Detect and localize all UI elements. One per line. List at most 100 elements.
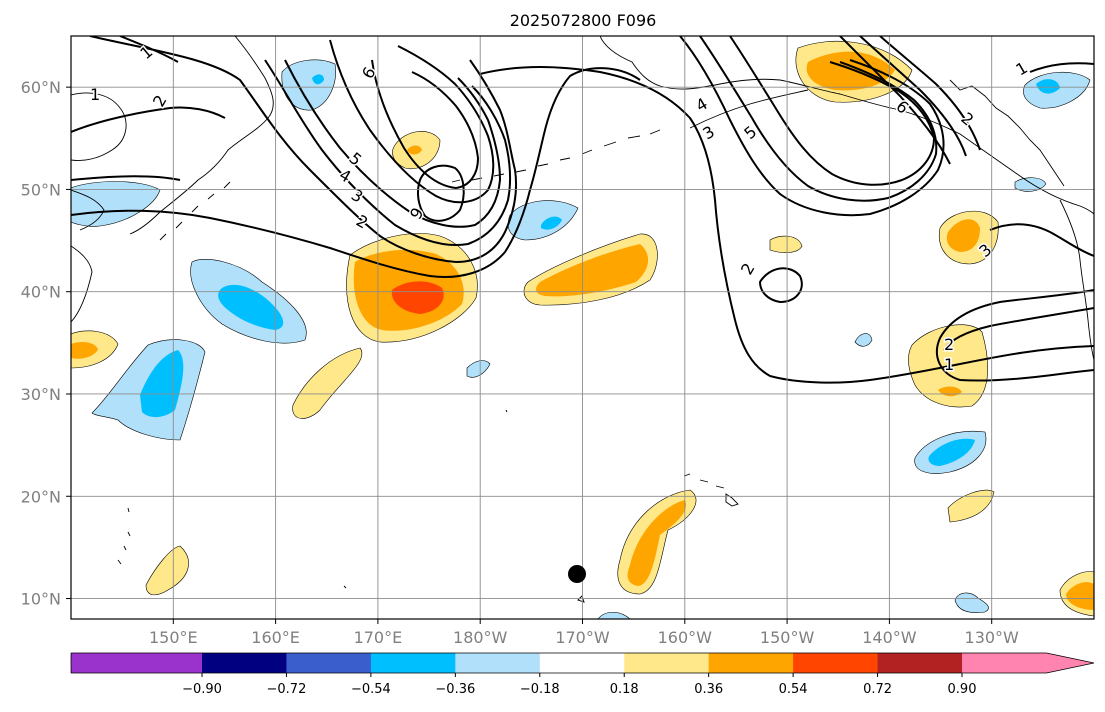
latitude-label: 20°N bbox=[21, 487, 61, 506]
contour-label: 2 bbox=[944, 335, 954, 354]
contour-line bbox=[1029, 62, 1094, 73]
positive-anomaly-region bbox=[627, 500, 686, 586]
colorbar-segment bbox=[539, 653, 625, 673]
alaska-coastline bbox=[599, 36, 1094, 215]
negative-anomaly-region bbox=[466, 360, 491, 378]
negative-anomaly-region bbox=[541, 216, 562, 230]
negative-anomaly-region bbox=[71, 181, 161, 227]
longitude-label: 150°W bbox=[760, 628, 815, 647]
longitude-label: 160°E bbox=[251, 628, 300, 647]
negative-anomaly-region bbox=[312, 74, 324, 85]
contour-line bbox=[729, 36, 936, 186]
contour-line bbox=[943, 307, 1094, 351]
asia-coastline bbox=[71, 189, 105, 231]
contour-line bbox=[71, 106, 226, 133]
contour-line bbox=[989, 223, 1094, 257]
colorbar-label: 0.36 bbox=[694, 682, 723, 697]
contour-line bbox=[679, 36, 945, 217]
positive-anomaly-region bbox=[71, 342, 98, 359]
latitude-ticks: 60°N 50°N 40°N 30°N 20°N 10°N bbox=[21, 78, 71, 609]
colorbar-segment bbox=[877, 653, 963, 673]
location-marker bbox=[568, 565, 586, 583]
contour-label: 1 bbox=[1013, 58, 1031, 80]
kamchatka-coastline bbox=[129, 36, 274, 235]
contour-line bbox=[935, 289, 1094, 382]
colorbar-segment bbox=[708, 653, 794, 673]
colorbar-segment bbox=[286, 653, 372, 673]
positive-anomaly-region bbox=[806, 51, 895, 91]
colorbar-label: 0.18 bbox=[610, 682, 639, 697]
contour-line bbox=[859, 36, 967, 157]
north-america-coastline bbox=[1059, 199, 1094, 361]
contour-line bbox=[71, 175, 181, 181]
positive-anomaly-region bbox=[535, 244, 649, 297]
contour-label: 2 bbox=[149, 92, 171, 110]
colorbar-label: −0.90 bbox=[182, 682, 222, 697]
negative-anomaly-region bbox=[140, 350, 184, 418]
colorbar-segment bbox=[962, 653, 1047, 673]
contour-line bbox=[879, 36, 981, 151]
contour-line bbox=[416, 164, 465, 222]
colorbar-segment bbox=[71, 653, 202, 673]
negative-anomaly-region bbox=[854, 333, 873, 347]
longitude-label: 180°W bbox=[453, 628, 508, 647]
contour-line bbox=[89, 36, 518, 264]
colorbar-segment bbox=[624, 653, 710, 673]
negative-anomaly-region bbox=[1036, 79, 1060, 94]
positive-anomaly-region bbox=[1066, 582, 1094, 610]
hawaii-islands bbox=[683, 473, 739, 507]
latitude-label: 60°N bbox=[21, 78, 61, 97]
longitude-label: 160°W bbox=[658, 628, 713, 647]
gridlines bbox=[71, 36, 1094, 619]
aleutian-islands bbox=[451, 129, 661, 183]
pacific-islets bbox=[117, 409, 585, 603]
contour-label: 2 bbox=[737, 260, 759, 278]
negative-anomaly-region bbox=[507, 200, 579, 241]
contour-label: 5 bbox=[740, 122, 760, 143]
shaded-anomaly-regions bbox=[71, 40, 1094, 619]
longitude-label: 150°E bbox=[149, 628, 198, 647]
kuril-islands bbox=[159, 181, 231, 241]
colorbar-label: −0.36 bbox=[435, 682, 475, 697]
negative-anomaly-region bbox=[928, 438, 975, 466]
colorbar-segment bbox=[370, 653, 456, 673]
positive-anomaly-region bbox=[946, 219, 980, 252]
latitude-label: 30°N bbox=[21, 385, 61, 404]
longitude-label: 140°W bbox=[862, 628, 917, 647]
positive-anomaly-region bbox=[769, 235, 803, 253]
colorbar-segment bbox=[455, 653, 541, 673]
colorbar-label: −0.54 bbox=[351, 682, 391, 697]
contour-line bbox=[699, 36, 938, 202]
positive-anomaly-region bbox=[407, 145, 422, 155]
contour-label: 4 bbox=[693, 94, 711, 116]
colorbar-outline bbox=[70, 652, 1095, 674]
colorbar-segment bbox=[793, 653, 879, 673]
map-plot-area: 1 2 3 4 5 6 6 6 5 4 3 2 2 3 2 1 1 1 2 bbox=[71, 36, 1094, 619]
colorbar-segment bbox=[202, 653, 287, 673]
contour-line bbox=[371, 59, 480, 190]
contour-line bbox=[839, 36, 951, 165]
contour-line bbox=[284, 59, 502, 228]
contour-line bbox=[479, 66, 1094, 384]
positive-anomaly-region bbox=[947, 489, 995, 523]
longitude-label: 170°W bbox=[555, 628, 610, 647]
latitude-label: 10°N bbox=[21, 590, 61, 609]
negative-anomaly-region bbox=[218, 284, 284, 330]
positive-anomaly-region bbox=[292, 347, 363, 419]
canada-islands bbox=[949, 79, 1065, 187]
contour-label: 1 bbox=[90, 85, 100, 104]
colorbar-extend-high bbox=[1046, 653, 1094, 673]
longitude-label: 170°E bbox=[354, 628, 403, 647]
contour-label: 4 bbox=[336, 165, 354, 187]
contour-label: 6 bbox=[405, 204, 427, 222]
contour-lines bbox=[71, 36, 1094, 384]
contour-line bbox=[264, 59, 512, 246]
colorbar: −0.90 −0.72 −0.54 −0.36 −0.18 0.18 0.36 0.54 0.7… bbox=[70, 652, 1095, 697]
negative-anomaly-region bbox=[597, 611, 631, 619]
colorbar-label: 0.54 bbox=[779, 682, 808, 697]
asia-coastline bbox=[71, 92, 127, 161]
contour-label: 1 bbox=[944, 355, 954, 374]
contour-line bbox=[758, 267, 803, 304]
map-title: 2025072800 F096 bbox=[510, 11, 657, 30]
